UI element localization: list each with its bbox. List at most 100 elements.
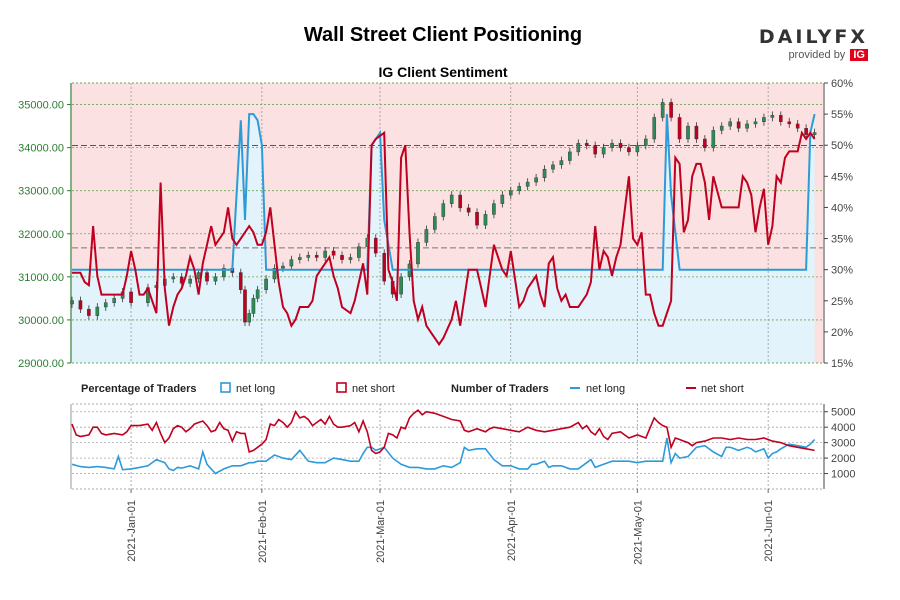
candle-body <box>205 272 209 282</box>
candle-body <box>542 168 547 178</box>
percent-tick-label: 45% <box>831 171 853 183</box>
candle-body <box>525 181 530 187</box>
candle-body <box>627 147 631 153</box>
candle-body <box>593 145 597 155</box>
candle-body <box>779 115 783 122</box>
legend-short-label: net short <box>352 383 395 395</box>
candle-body <box>196 272 201 280</box>
candle-body <box>306 255 311 258</box>
candle-body <box>719 125 724 131</box>
ig-badge: IG <box>850 49 868 61</box>
percent-tick-label: 55% <box>831 109 853 121</box>
candle-body <box>677 117 682 140</box>
percent-tick-label: 15% <box>831 358 853 370</box>
candle-body <box>551 164 555 170</box>
candle-body <box>635 145 640 153</box>
candle-body <box>112 298 116 303</box>
candle-body <box>433 216 437 230</box>
candle-body <box>517 186 522 191</box>
candle-body <box>382 252 387 282</box>
percent-tick-label: 60% <box>831 78 853 90</box>
candle-body <box>534 177 538 183</box>
price-tick-label: 32000.00 <box>18 229 64 241</box>
candle-body <box>711 130 716 148</box>
legend-long-box <box>220 382 231 393</box>
candle-body <box>584 143 589 146</box>
candle-body <box>416 242 420 265</box>
candle-body <box>466 207 471 213</box>
candle-body <box>289 259 294 267</box>
price-tick-label: 33000.00 <box>18 186 64 198</box>
logo-tagline-text: provided by <box>788 49 846 61</box>
candle-body <box>795 123 800 129</box>
percent-tick-label: 25% <box>831 296 853 308</box>
candle-body <box>449 194 454 204</box>
candle-body <box>171 276 176 280</box>
candle-body <box>492 203 496 215</box>
x-tick-label: 2021-Apr-01 <box>506 500 518 561</box>
candle-body <box>618 143 623 148</box>
x-axis: 2021-Jan-01 2021-Feb-01 2021-Mar-01 2021-Ap… <box>126 489 775 565</box>
candle-body <box>264 278 268 290</box>
legend: Percentage of Traders net long net short Nu… <box>81 382 744 395</box>
candle-body <box>568 151 572 161</box>
x-tick-label: 2021-Feb-01 <box>257 500 269 563</box>
candle-body <box>694 125 699 140</box>
net-short-percent-line <box>72 130 816 347</box>
candle-body <box>458 194 462 209</box>
candle-body <box>787 121 792 125</box>
price-tick-label: 35000.00 <box>18 100 64 112</box>
legend-short-count-label: net short <box>701 383 744 395</box>
count-tick-label: 3000 <box>831 438 855 450</box>
percent-tick-label: 50% <box>831 140 853 152</box>
net-long-count-line <box>71 437 816 475</box>
count-tick-label: 2000 <box>831 453 855 465</box>
candle-body <box>281 265 285 269</box>
x-tick-label: 2021-Mar-01 <box>375 500 387 563</box>
candle-body <box>373 237 378 254</box>
candle-body <box>424 229 429 243</box>
candle-body <box>357 246 361 258</box>
candle-body <box>500 194 505 204</box>
candle-body <box>652 117 657 140</box>
candle-body <box>255 289 260 299</box>
candle-body <box>441 203 446 217</box>
logo-brand: DAILYFX <box>758 26 868 48</box>
sub-background <box>72 404 823 489</box>
candle-body <box>610 143 614 148</box>
x-tick-label: 2021-May-01 <box>632 500 644 565</box>
net-short-count-line <box>71 409 815 455</box>
price-tick-label: 29000.00 <box>18 358 64 370</box>
candle-body <box>753 121 758 125</box>
candle-body <box>576 143 581 153</box>
candle-body <box>762 117 766 122</box>
candle-body <box>272 268 277 280</box>
x-tick-label: 2021-Jun-01 <box>763 500 775 562</box>
main-panel: 29000.00 30000.00 31000.00 32000.00 33000.00… <box>18 78 853 370</box>
candle-body <box>247 313 252 323</box>
candle-body <box>179 276 184 284</box>
candle-body <box>703 138 707 148</box>
candle-body <box>78 300 83 310</box>
candle-body <box>87 308 91 316</box>
percent-tick-label: 30% <box>831 265 853 277</box>
candle-body <box>222 268 226 278</box>
count-tick-label: 5000 <box>831 407 855 419</box>
price-tick-label: 30000.00 <box>18 315 64 327</box>
candle-body <box>323 250 327 258</box>
candle-body <box>559 160 564 166</box>
candle-body <box>475 212 479 226</box>
candle-body <box>812 132 817 135</box>
candle-body <box>736 121 741 129</box>
logo-tagline: provided by IG <box>758 49 868 61</box>
percent-tick-label: 20% <box>831 327 853 339</box>
net-long-percent-line <box>72 113 816 271</box>
candle-body <box>508 190 513 196</box>
percent-tick-label: 40% <box>831 202 853 214</box>
candle-body <box>745 123 749 129</box>
count-tick-label: 1000 <box>831 469 855 481</box>
chart-subtitle: IG Client Sentiment <box>378 64 508 80</box>
candle-body <box>213 276 218 282</box>
candle-body <box>331 250 336 256</box>
